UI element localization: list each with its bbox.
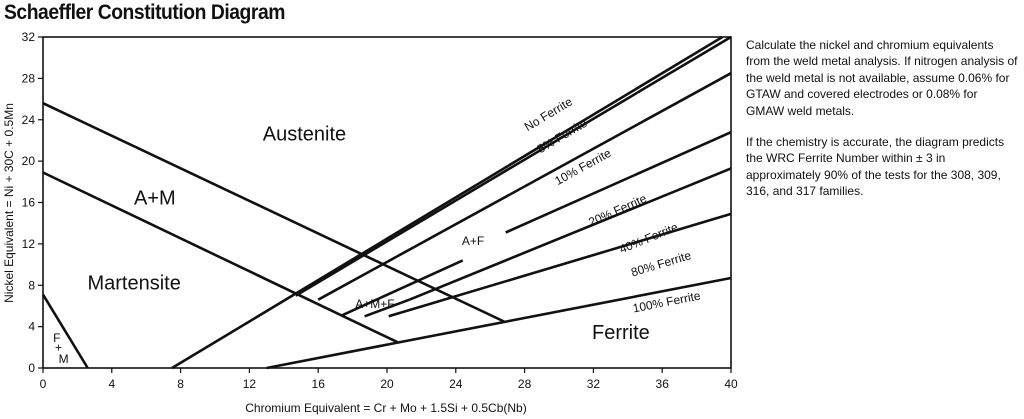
boundary-line-40-ferrite-upper bbox=[408, 167, 732, 301]
y-tick-label: 0 bbox=[28, 361, 35, 375]
line-label: A+F bbox=[462, 234, 484, 248]
x-tick-label: 12 bbox=[243, 377, 257, 391]
line-label: 80% Ferrite bbox=[629, 248, 693, 279]
region-label: Austenite bbox=[263, 123, 346, 145]
boundary-line-austenite-upper bbox=[42, 102, 505, 323]
boundary-line-martensite-upper bbox=[42, 171, 398, 344]
x-tick-label: 0 bbox=[40, 377, 47, 391]
notes-panel: Calculate the nickel and chromium equiva… bbox=[746, 37, 1018, 215]
region-label: A+M bbox=[134, 188, 176, 210]
region-label: F bbox=[53, 331, 60, 345]
boundary-line-20-ferrite-lower bbox=[341, 259, 464, 317]
x-tick-label: 20 bbox=[380, 377, 394, 391]
region-label: + bbox=[55, 340, 62, 354]
boundary-line-no-ferrite bbox=[171, 35, 724, 370]
note-paragraph-2: If the chemistry is accurate, the diagra… bbox=[746, 135, 1005, 199]
y-tick-label: 28 bbox=[22, 71, 36, 85]
y-tick-label: 24 bbox=[22, 113, 36, 127]
x-tick-label: 28 bbox=[518, 377, 532, 391]
x-tick-label: 24 bbox=[449, 377, 463, 391]
x-tick-label: 4 bbox=[108, 377, 115, 391]
boundary-line-100-ferrite bbox=[266, 276, 732, 370]
boundary-line-20-ferrite-upper bbox=[505, 131, 732, 234]
line-label: 20% Ferrite bbox=[586, 191, 649, 229]
x-tick-label: 32 bbox=[587, 377, 601, 391]
x-axis-title: Chromium Equivalent = Cr + Mo + 1.5Si + … bbox=[245, 401, 526, 415]
x-tick-label: 8 bbox=[177, 377, 184, 391]
boundary-line-10-ferrite bbox=[317, 72, 732, 301]
y-tick-label: 20 bbox=[22, 154, 36, 168]
boundary-line-80-ferrite bbox=[388, 212, 732, 318]
x-tick-label: 36 bbox=[656, 377, 670, 391]
y-tick-label: 32 bbox=[22, 30, 36, 44]
chart-title: Schaeffler Constitution Diagram bbox=[4, 1, 285, 24]
region-label: Ferrite bbox=[592, 322, 650, 344]
boundary-line-40-ferrite-lower bbox=[364, 298, 410, 318]
boundary-line-martensite-lower bbox=[41, 293, 89, 369]
region-label: M bbox=[59, 352, 69, 366]
y-tick-label: 8 bbox=[28, 278, 35, 292]
y-tick-label: 16 bbox=[22, 196, 36, 210]
y-axis-title: Nickel Equivalent = Ni + 30C + 0.5Mn bbox=[2, 103, 16, 303]
boundary-line-5-ferrite bbox=[295, 35, 732, 297]
note-paragraph-1: Calculate the nickel and chromium equiva… bbox=[746, 38, 1018, 118]
x-tick-label: 40 bbox=[724, 377, 738, 391]
line-label: 100% Ferrite bbox=[632, 289, 702, 316]
line-label: A+M+F bbox=[355, 297, 394, 311]
y-tick-label: 12 bbox=[22, 237, 36, 251]
region-label: Martensite bbox=[87, 272, 180, 294]
y-tick-label: 4 bbox=[28, 320, 35, 334]
line-label: 40% Ferrite bbox=[617, 220, 680, 257]
x-tick-label: 16 bbox=[312, 377, 326, 391]
